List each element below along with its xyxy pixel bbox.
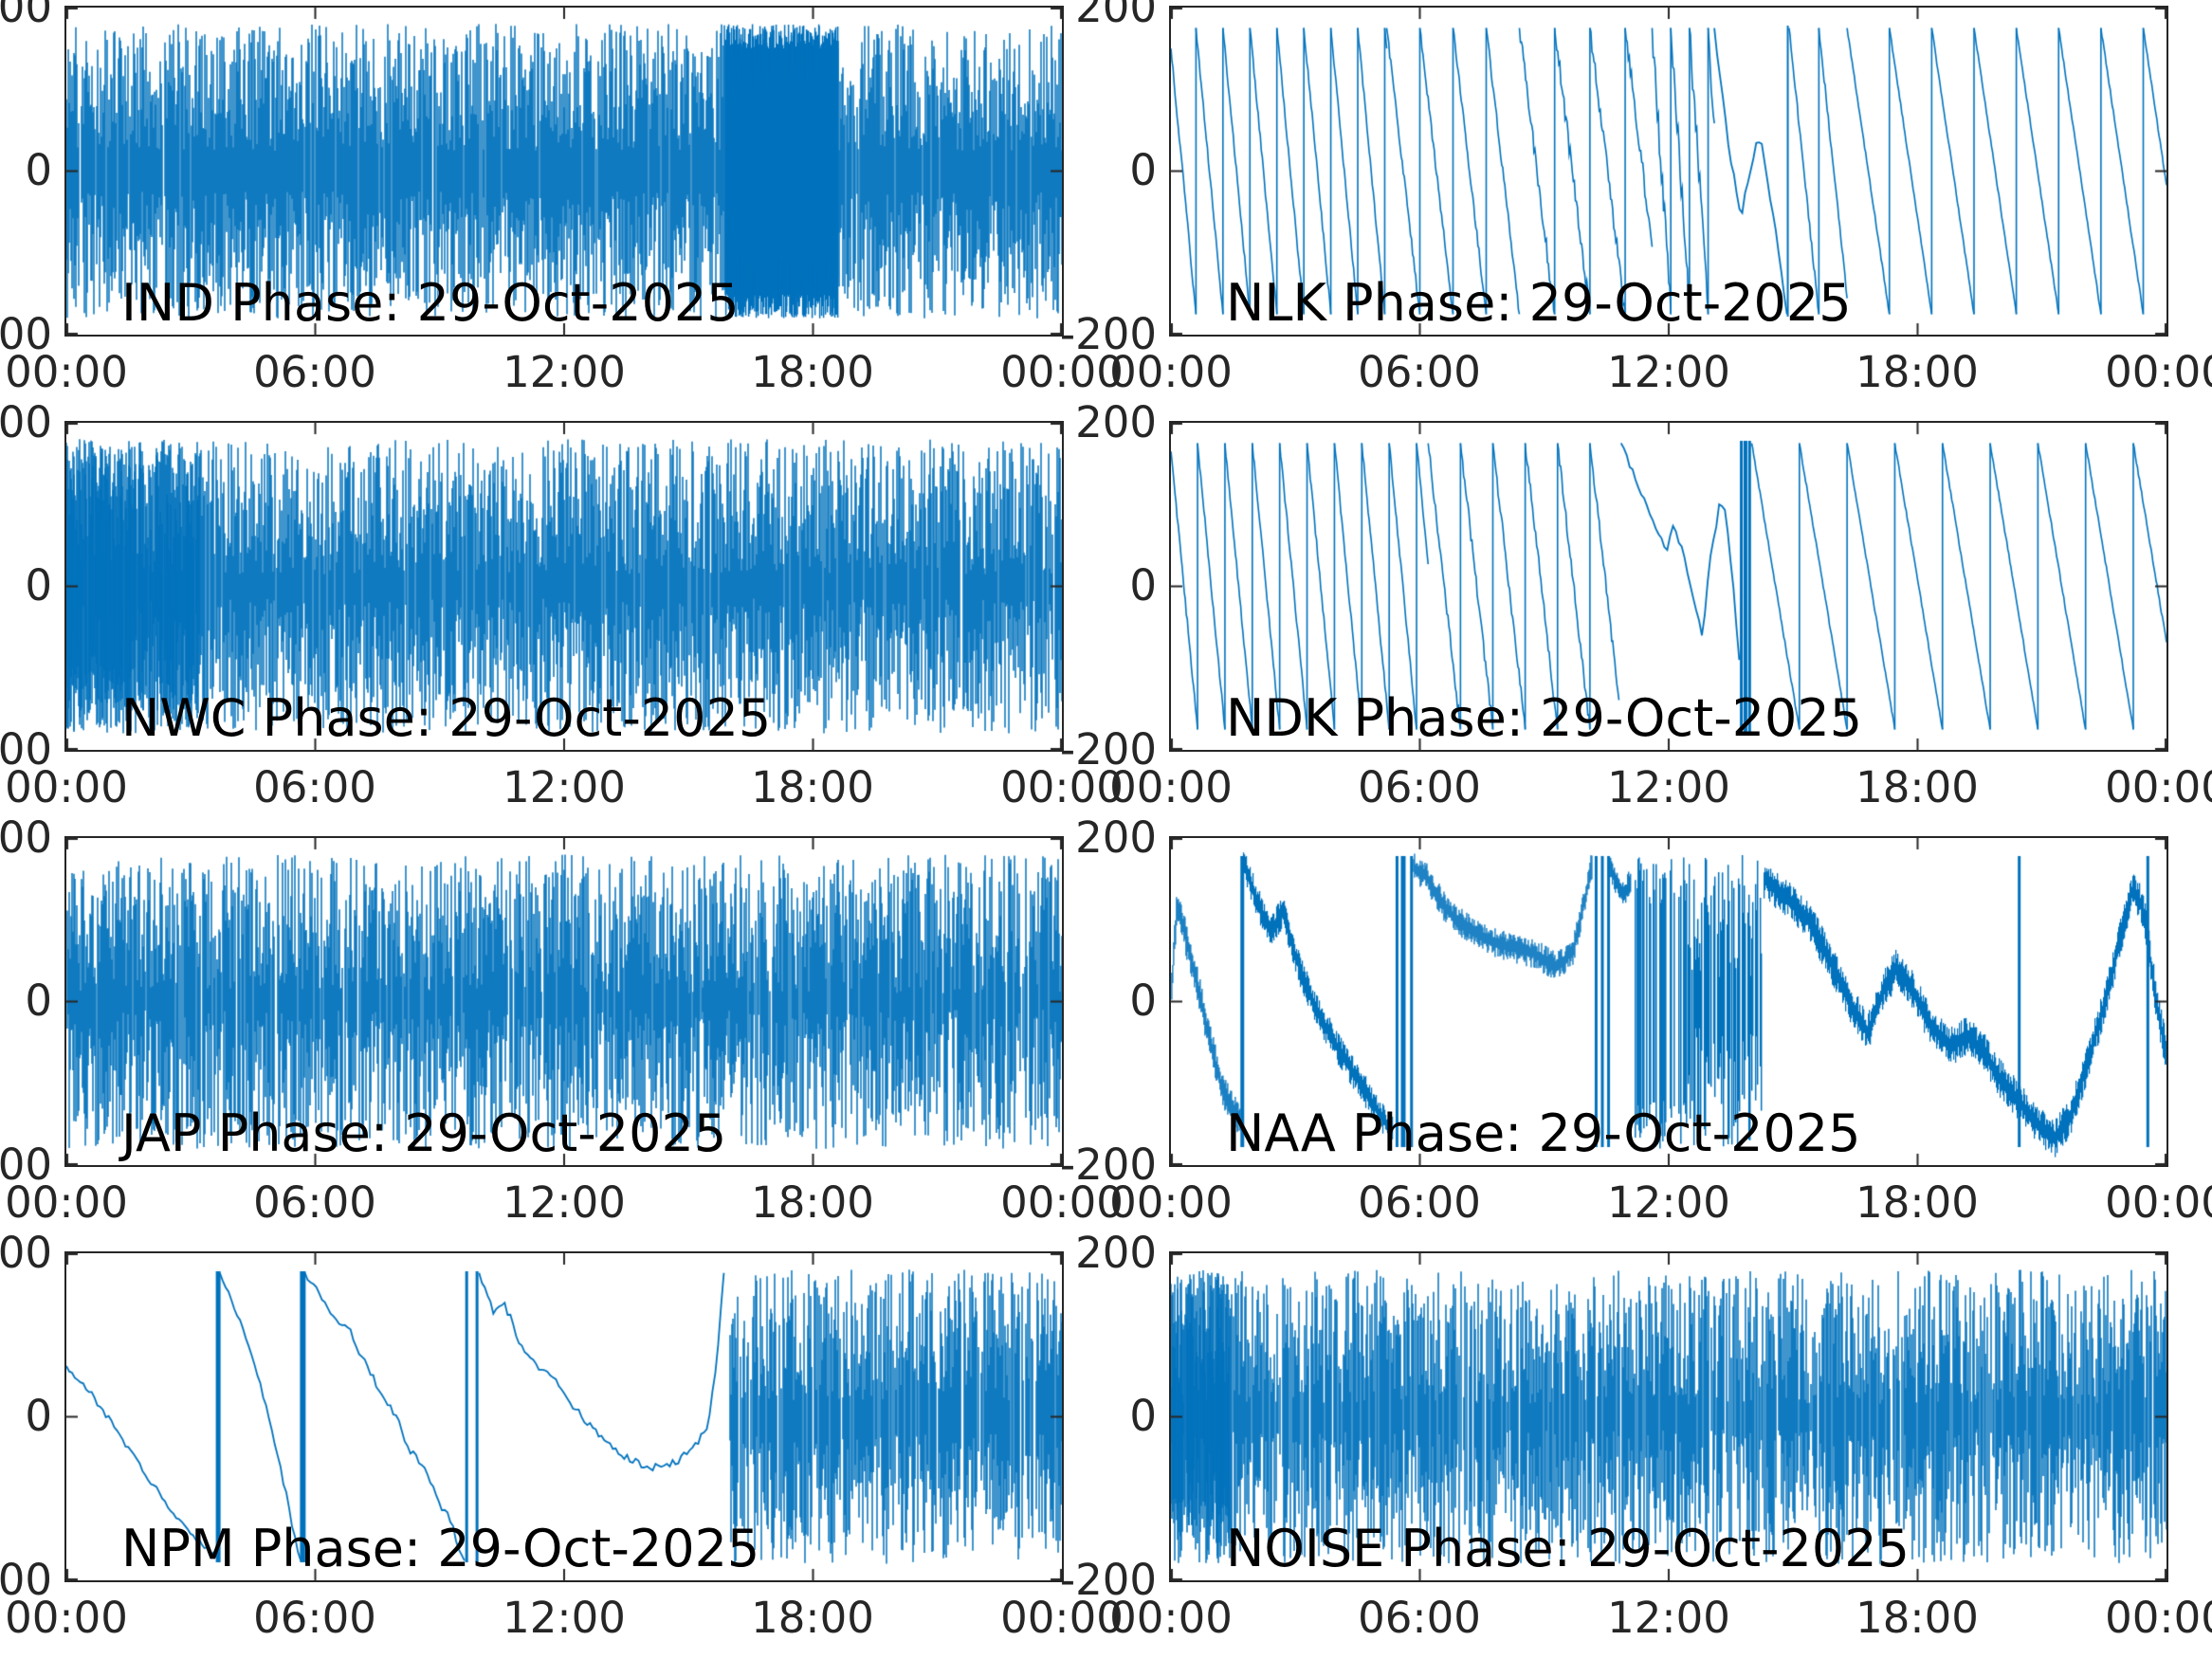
- station-label-npm: NPM Phase: 29-Oct-2025: [121, 1519, 760, 1579]
- plot-canvas-jap: [66, 838, 1062, 1165]
- x-tick-label: 00:00: [1000, 1177, 1124, 1228]
- subplot-nwc: NWC Phase: 29-Oct-2025 200 0 -200 00:00 …: [0, 398, 1124, 811]
- y-tick-label: -200: [0, 309, 52, 359]
- y-tick-label: -200: [0, 1139, 52, 1190]
- x-tick-label: 18:00: [751, 1177, 874, 1228]
- station-label-nwc: NWC Phase: 29-Oct-2025: [121, 688, 772, 749]
- x-tick-label: 00:00: [1109, 1177, 1233, 1228]
- x-tick-label: 06:00: [253, 1177, 376, 1228]
- station-label-naa: NAA Phase: 29-Oct-2025: [1226, 1103, 1861, 1164]
- x-tick-label: 12:00: [1607, 347, 1730, 397]
- y-tick-label: -200: [1059, 1139, 1157, 1190]
- y-tick-label: -200: [1059, 724, 1157, 775]
- plot-canvas-ind: [66, 8, 1062, 335]
- y-tick-label: 0: [1129, 560, 1157, 611]
- x-tick-label: 06:00: [253, 762, 376, 812]
- y-tick-label: 0: [25, 145, 52, 195]
- station-label-noise: NOISE Phase: 29-Oct-2025: [1226, 1519, 1910, 1579]
- x-tick-label: 00:00: [1000, 347, 1124, 397]
- x-tick-label: 00:00: [2105, 1593, 2212, 1643]
- y-tick-label: -200: [1059, 1555, 1157, 1605]
- x-tick-label: 06:00: [253, 347, 376, 397]
- x-tick-label: 06:00: [253, 1593, 376, 1643]
- x-tick-label: 12:00: [1607, 1593, 1730, 1643]
- x-tick-label: 18:00: [1856, 1177, 1979, 1228]
- subplot-naa: NAA Phase: 29-Oct-2025 200 0 -200 00:00 …: [1060, 813, 2212, 1227]
- x-tick-label: 18:00: [751, 1593, 874, 1643]
- y-tick-label: 0: [25, 560, 52, 611]
- x-tick-label: 06:00: [1358, 762, 1481, 812]
- y-tick-label: 0: [25, 975, 52, 1026]
- x-tick-label: 00:00: [1000, 762, 1124, 812]
- x-tick-label: 18:00: [1856, 762, 1979, 812]
- x-tick-label: 12:00: [503, 1177, 626, 1228]
- x-tick-label: 18:00: [1856, 1593, 1979, 1643]
- y-tick-label: 200: [1075, 812, 1157, 863]
- plot-canvas-naa: [1171, 838, 2166, 1165]
- station-label-ind: IND Phase: 29-Oct-2025: [121, 273, 740, 334]
- x-tick-label: 00:00: [2105, 347, 2212, 397]
- x-tick-label: 00:00: [1109, 762, 1233, 812]
- x-tick-label: 12:00: [1607, 1177, 1730, 1228]
- subplot-ndk: NDK Phase: 29-Oct-2025 200 0 -200 00:00 …: [1060, 398, 2212, 811]
- x-tick-label: 00:00: [1109, 1593, 1233, 1643]
- x-tick-label: 00:00: [5, 762, 128, 812]
- y-tick-label: 200: [1075, 397, 1157, 447]
- y-tick-label: -200: [0, 724, 52, 775]
- subplot-nlk: NLK Phase: 29-Oct-2025 200 0 -200 00:00 …: [1060, 0, 2212, 395]
- x-tick-label: 00:00: [5, 1593, 128, 1643]
- y-tick-label: 200: [1075, 1228, 1157, 1278]
- y-tick-label: -200: [0, 1555, 52, 1605]
- y-tick-label: 200: [0, 812, 52, 863]
- y-tick-label: 200: [0, 397, 52, 447]
- x-tick-label: 06:00: [1358, 347, 1481, 397]
- x-tick-label: 06:00: [1358, 1593, 1481, 1643]
- y-tick-label: 0: [1129, 145, 1157, 195]
- y-tick-label: 200: [0, 0, 52, 32]
- y-tick-label: 0: [1129, 1391, 1157, 1441]
- x-tick-label: 00:00: [2105, 762, 2212, 812]
- plot-canvas-ndk: [1171, 423, 2166, 750]
- subplot-noise: NOISE Phase: 29-Oct-2025 200 0 -200 00:0…: [1060, 1229, 2212, 1642]
- y-tick-label: 0: [25, 1391, 52, 1441]
- x-tick-label: 12:00: [503, 762, 626, 812]
- plot-canvas-noise: [1171, 1253, 2166, 1580]
- x-tick-label: 12:00: [1607, 762, 1730, 812]
- x-tick-label: 12:00: [503, 1593, 626, 1643]
- station-label-jap: JAP Phase: 29-Oct-2025: [121, 1103, 727, 1164]
- x-tick-label: 06:00: [1358, 1177, 1481, 1228]
- plot-canvas-nlk: [1171, 8, 2166, 335]
- subplot-ind: IND Phase: 29-Oct-2025 200 0 -200 00:00 …: [0, 0, 1124, 395]
- x-tick-label: 00:00: [5, 347, 128, 397]
- station-label-ndk: NDK Phase: 29-Oct-2025: [1226, 688, 1863, 749]
- x-tick-label: 00:00: [1109, 347, 1233, 397]
- x-tick-label: 18:00: [1856, 347, 1979, 397]
- y-tick-label: 0: [1129, 975, 1157, 1026]
- x-tick-label: 00:00: [2105, 1177, 2212, 1228]
- y-tick-label: -200: [1059, 309, 1157, 359]
- x-tick-label: 18:00: [751, 347, 874, 397]
- subplot-jap: JAP Phase: 29-Oct-2025 200 0 -200 00:00 …: [0, 813, 1124, 1227]
- plot-canvas-nwc: [66, 423, 1062, 750]
- x-tick-label: 18:00: [751, 762, 874, 812]
- y-tick-label: 200: [0, 1228, 52, 1278]
- subplot-npm: NPM Phase: 29-Oct-2025 200 0 -200 00:00 …: [0, 1229, 1124, 1642]
- x-tick-label: 00:00: [5, 1177, 128, 1228]
- x-tick-label: 12:00: [503, 347, 626, 397]
- station-label-nlk: NLK Phase: 29-Oct-2025: [1226, 273, 1852, 334]
- y-tick-label: 200: [1075, 0, 1157, 32]
- plot-canvas-npm: [66, 1253, 1062, 1580]
- x-tick-label: 00:00: [1000, 1593, 1124, 1643]
